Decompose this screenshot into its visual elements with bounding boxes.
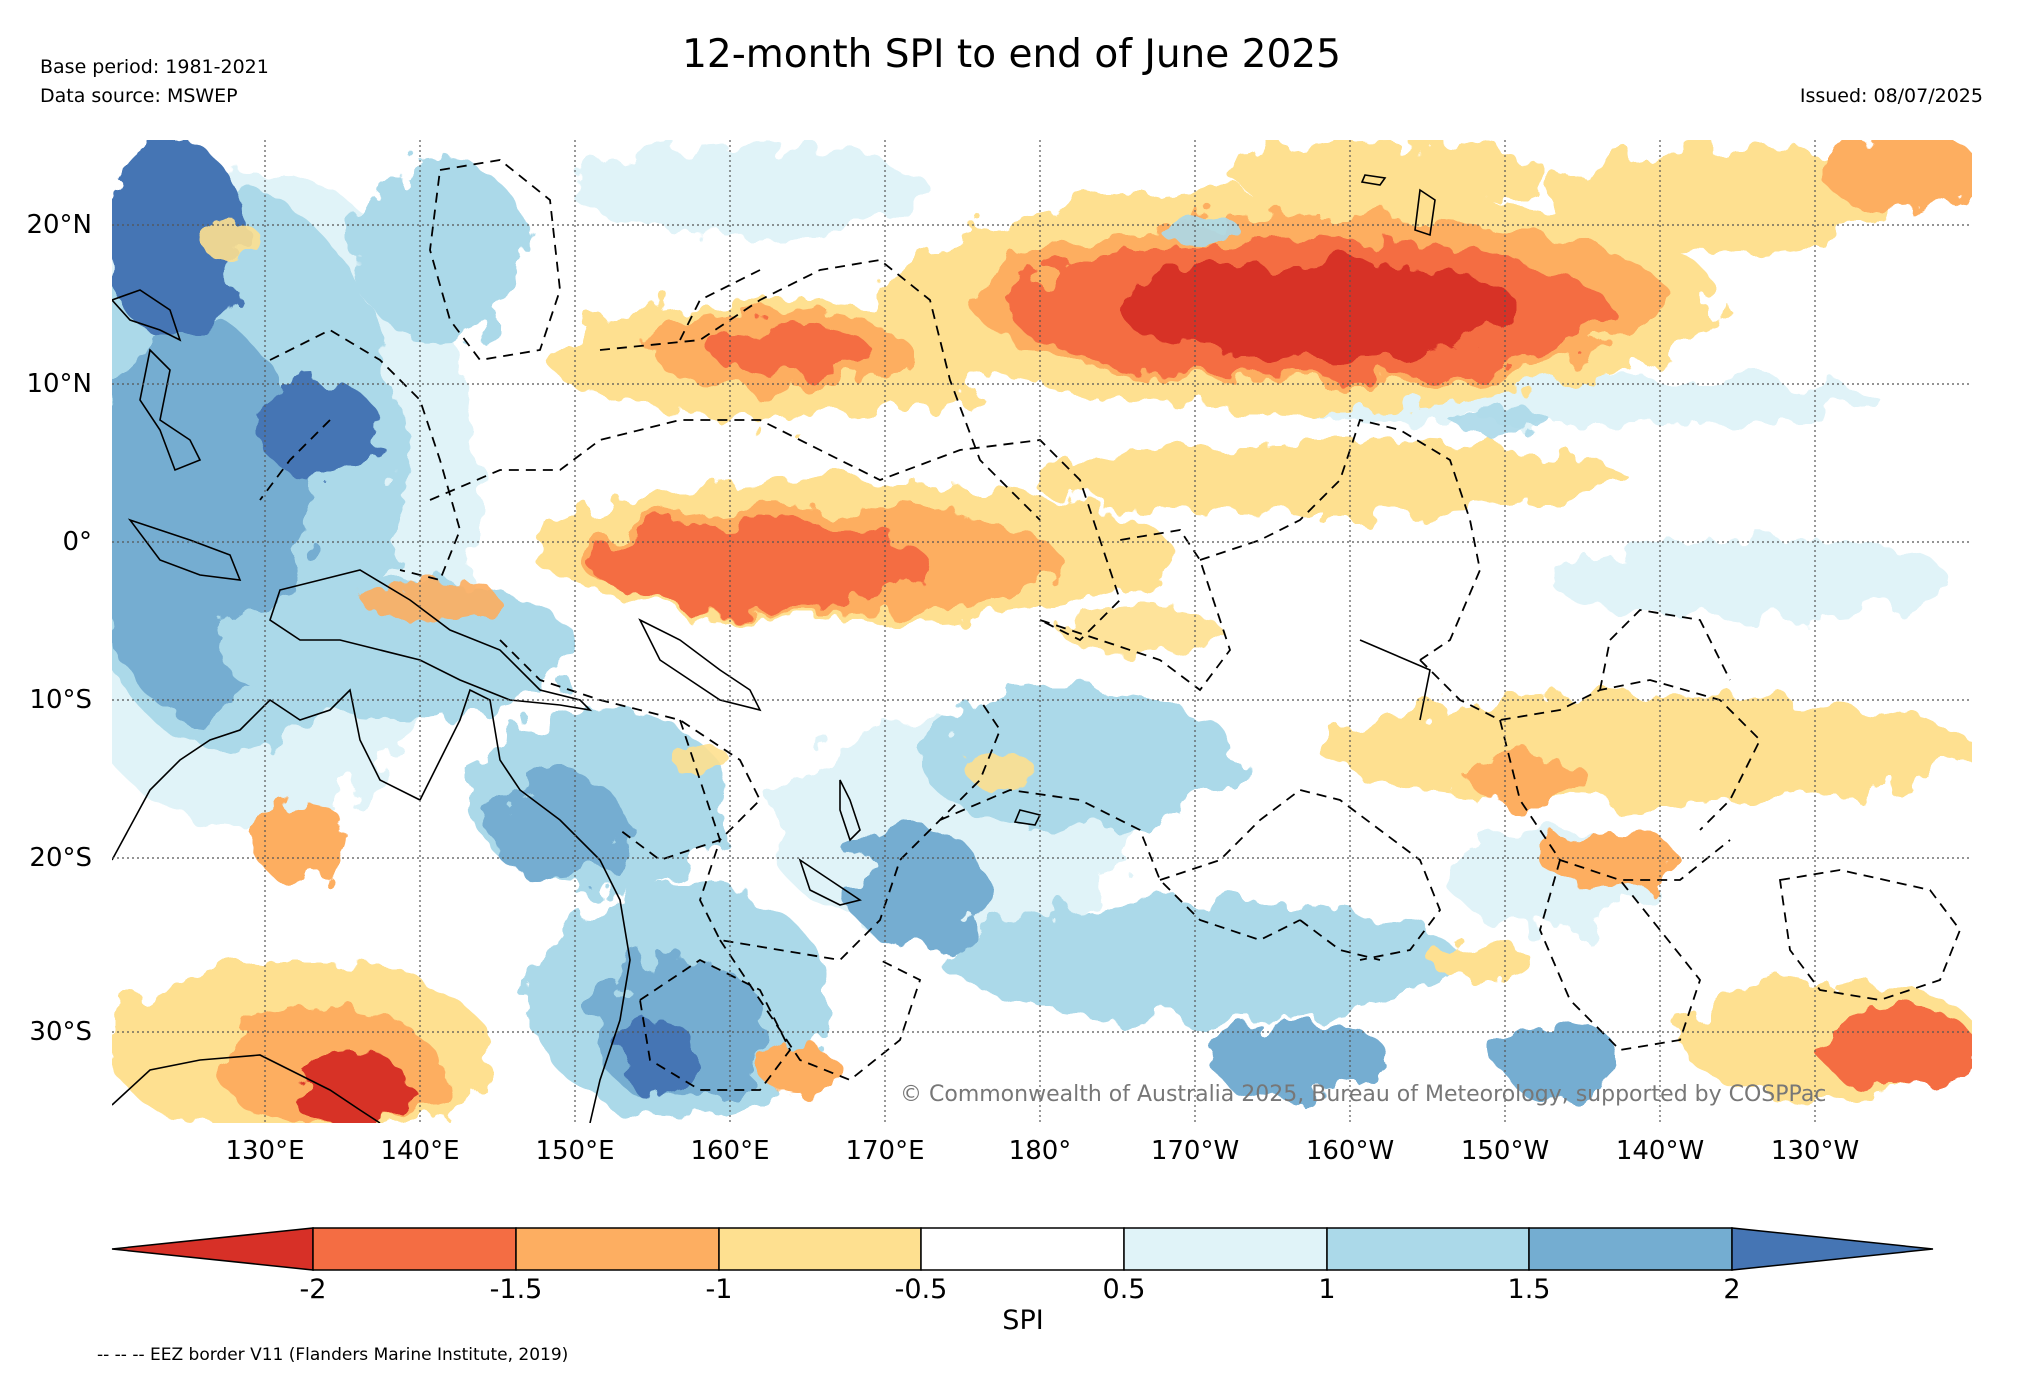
x-tick-label: 130°W (1770, 1136, 1860, 1166)
spi-colorbar (111, 1227, 1934, 1271)
map-title: 12-month SPI to end of June 2025 (682, 32, 1341, 77)
colorbar-segment-above-2 (1731, 1227, 1934, 1271)
colorbar-tick-label: 1.5 (1507, 1274, 1551, 1305)
coastlines (112, 174, 1436, 1123)
wet-anomaly-fields (112, 140, 1950, 1120)
base-period-text: Base period: 1981-2021 (40, 56, 269, 78)
x-tick-label: 170°W (1150, 1136, 1240, 1166)
colorbar-segment-4 (920, 1227, 1125, 1271)
x-tick-label: 160°E (690, 1136, 770, 1166)
x-tick-label: 150°W (1460, 1136, 1550, 1166)
y-tick-label: 20°N (26, 210, 92, 240)
dry-anomaly-fields (112, 140, 1972, 1123)
fine-anomaly-detail (200, 215, 1550, 788)
colorbar-segment-1 (312, 1227, 517, 1271)
y-tick-label: 10°N (26, 369, 92, 399)
x-tick-label: 180° (1008, 1136, 1072, 1166)
colorbar-label: SPI (1002, 1305, 1044, 1336)
colorbar-segment-5 (1123, 1227, 1328, 1271)
x-tick-label: 150°E (535, 1136, 615, 1166)
colorbar-segment-2 (515, 1227, 720, 1271)
colorbar-tick-label: -0.5 (894, 1274, 948, 1305)
eez-footnote: -- -- -- EEZ border V11 (Flanders Marine… (97, 1345, 569, 1365)
y-tick-label: 30°S (29, 1017, 92, 1047)
x-tick-label: 160°W (1305, 1136, 1395, 1166)
graticule (112, 140, 1972, 1123)
colorbar-segment-7 (1528, 1227, 1733, 1271)
data-source-text: Data source: MSWEP (40, 85, 238, 107)
x-tick-label: 130°E (225, 1136, 305, 1166)
colorbar-segment-6 (1326, 1227, 1530, 1271)
colorbar-tick-label: 0.5 (1102, 1274, 1146, 1305)
x-tick-label: 140°W (1615, 1136, 1705, 1166)
colorbar-tick-label: -1 (705, 1274, 733, 1305)
colorbar-tick-label: -1.5 (489, 1274, 543, 1305)
map-plot-area (112, 140, 1972, 1123)
issued-date-text: Issued: 08/07/2025 (1799, 85, 1983, 107)
y-tick-label: 0° (62, 527, 92, 557)
colorbar-tick-label: -2 (299, 1274, 327, 1305)
copyright-text: © Commonwealth of Australia 2025, Bureau… (900, 1082, 1827, 1107)
colorbar-segment-below-2 (111, 1227, 314, 1271)
colorbar-segment-3 (718, 1227, 922, 1271)
y-tick-label: 10°S (29, 685, 92, 715)
eez-borders (259, 159, 1962, 1091)
colorbar-tick-label: 1 (1318, 1274, 1336, 1305)
x-tick-label: 140°E (380, 1136, 460, 1166)
y-tick-label: 20°S (29, 843, 92, 873)
colorbar-tick-label: 2 (1723, 1274, 1741, 1305)
x-tick-label: 170°E (845, 1136, 925, 1166)
